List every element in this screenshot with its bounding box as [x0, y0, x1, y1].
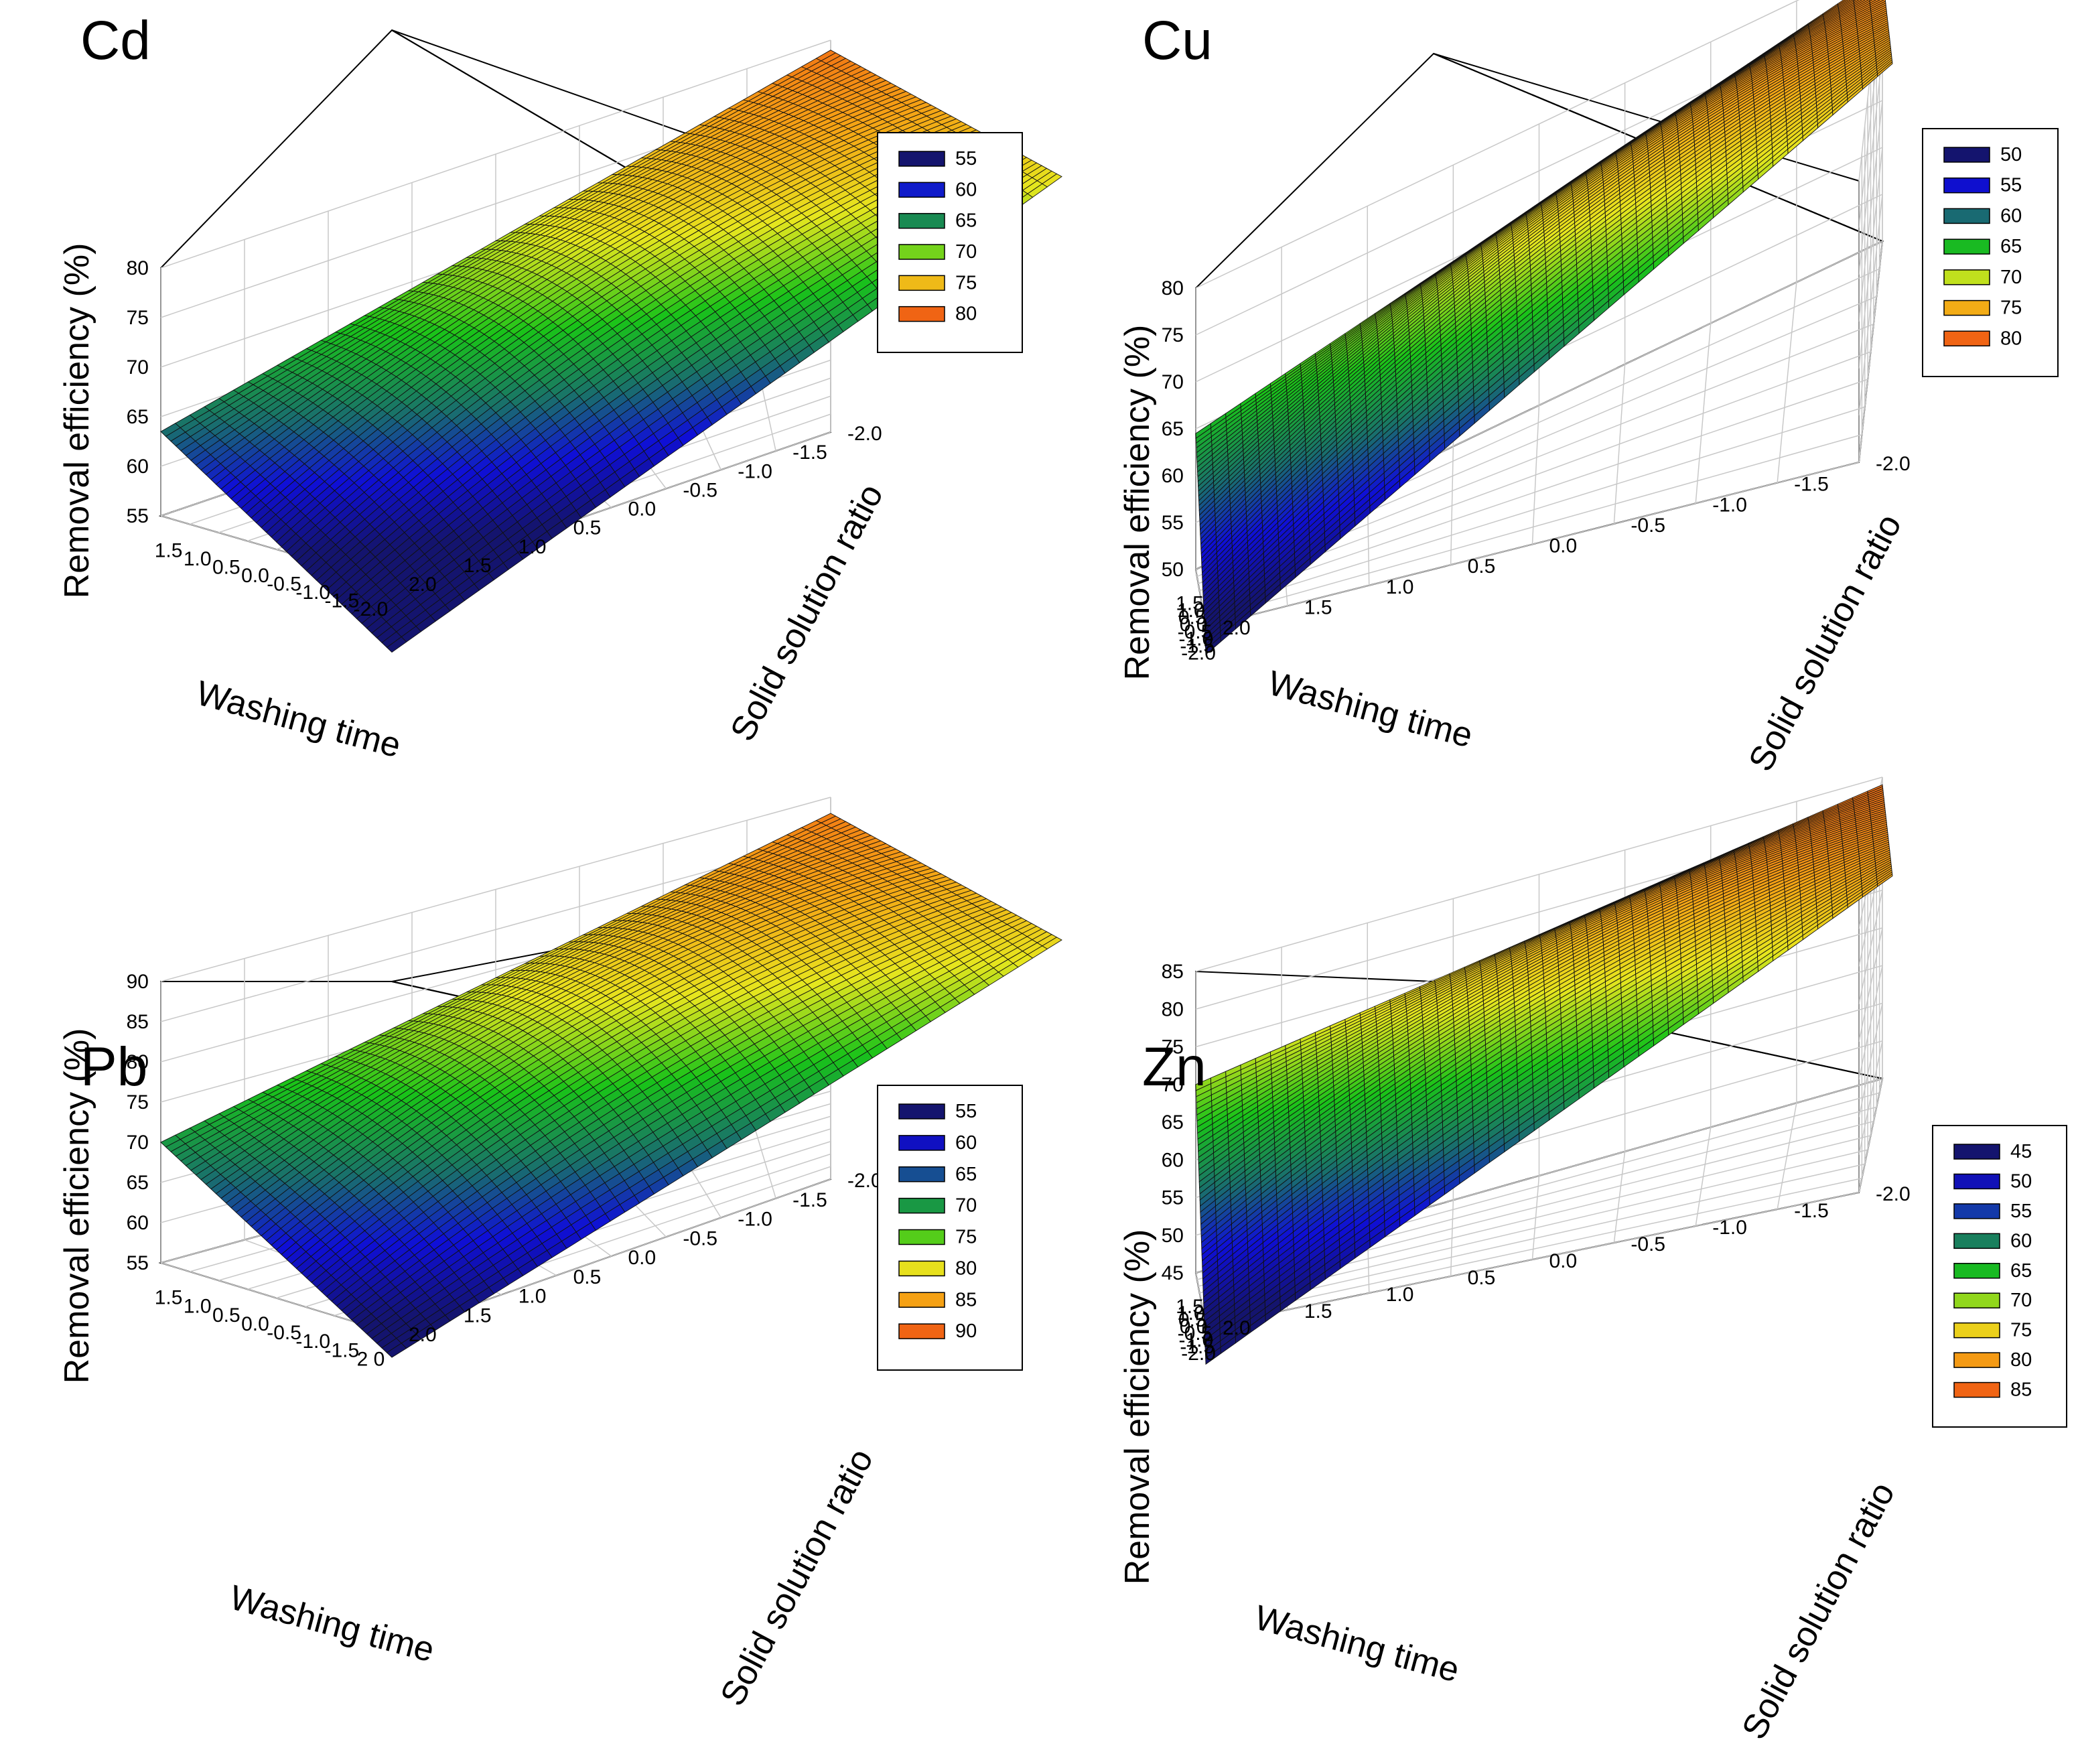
legend: 50 55 60 65 70 75 80: [1922, 128, 2059, 377]
panel-title: Cu: [1142, 10, 1213, 71]
legend-label: 60: [2000, 205, 2022, 226]
z-tick-label: 80: [127, 257, 149, 279]
y-tick-label: 0.0: [628, 498, 656, 521]
z-tick-label: 75: [1162, 324, 1184, 346]
z-tick-label: 80: [1162, 277, 1184, 299]
y-tick-label: 2.0: [1223, 617, 1251, 639]
legend-label: 70: [955, 241, 977, 263]
y-tick-label: -1.0: [738, 460, 772, 482]
y-tick-label: 1.5: [464, 555, 492, 577]
y-tick-label: -1.0: [1712, 494, 1747, 516]
y-tick-label: 0.5: [1468, 555, 1496, 578]
z-tick-label: 50: [1162, 559, 1184, 581]
legend-label: 80: [2000, 328, 2022, 349]
panel-cu: 50 55 60 65 70 75 80 1.5 1.0 0.5 0.0 -0.5 -1.0 -1.5 -2…: [1118, 0, 2059, 778]
legend: 55 60 65 70 75 80: [877, 132, 1023, 353]
y-tick-label: 0.5: [573, 517, 602, 539]
legend-swatch: [1943, 269, 1990, 285]
legend-swatch: [898, 151, 945, 167]
legend-label: 65: [2000, 236, 2022, 257]
response-surface: [1195, 0, 1893, 655]
y-tick-label: -1.5: [792, 442, 827, 464]
x-tick-label: 0.5: [212, 556, 240, 578]
y-tick-label: -0.5: [683, 479, 717, 501]
legend-label: 80: [955, 303, 977, 325]
legend-label: 55: [955, 148, 977, 169]
z-tick-label: 75: [127, 307, 149, 329]
legend-label: 70: [2000, 267, 2022, 288]
z-tick-label: 70: [1162, 371, 1184, 393]
x-tick-label: 1.5: [155, 539, 183, 561]
x-axis-label: Washing time: [1264, 664, 1476, 756]
y-tick-label: -2.0: [1876, 453, 1911, 475]
legend-swatch: [898, 244, 945, 260]
y-tick-label: 1.0: [518, 536, 547, 558]
response-surface: [160, 50, 1062, 653]
legend-box: [1922, 128, 2059, 377]
x-tick-label: -2.0: [1181, 642, 1216, 665]
legend-swatch: [1943, 177, 1990, 194]
legend-swatch: [1943, 299, 1990, 316]
legend-swatch: [1943, 208, 1990, 224]
z-axis-label: Removal efficiency (%): [1118, 325, 1157, 681]
z-tick-label: 60: [1162, 465, 1184, 487]
y-tick-label: 1.5: [1304, 596, 1332, 618]
legend-swatch: [1943, 147, 1990, 163]
z-tick-label: 55: [1162, 512, 1184, 534]
x-tick-label: -2.0: [354, 598, 389, 620]
y-axis-label: Solid solution ratio: [723, 478, 891, 747]
legend-swatch: [1943, 239, 1990, 255]
legend-label: 75: [955, 272, 977, 293]
legend-label: 75: [2000, 297, 2022, 319]
legend-label: 55: [2000, 175, 2022, 196]
y-tick-label: 1.0: [1386, 576, 1414, 598]
z-axis-label: Removal efficiency (%): [58, 243, 96, 599]
legend-swatch: [898, 306, 945, 322]
y-tick-label: -2.0: [847, 423, 882, 445]
legend-label: 60: [955, 179, 977, 200]
y-tick-label: -1.5: [1794, 474, 1829, 496]
y-axis-label: Solid solution ratio: [1741, 508, 1909, 777]
legend-label: 65: [955, 210, 977, 232]
z-tick-label: 60: [127, 456, 149, 478]
x-axis-label: Washing time: [192, 674, 405, 766]
z-tick-label: 70: [127, 356, 149, 379]
x-tick-label: 0.0: [241, 565, 269, 587]
y-tick-label: 2.0: [409, 573, 437, 596]
legend-swatch: [898, 275, 945, 291]
y-tick-label: 0.0: [1549, 535, 1578, 557]
x-tick-label: 1.0: [184, 548, 212, 570]
legend-label: 50: [2000, 144, 2022, 165]
legend-swatch: [898, 212, 945, 229]
z-tick-label: 65: [127, 406, 149, 428]
legend-swatch: [898, 182, 945, 198]
z-tick-label: 65: [1162, 418, 1184, 440]
legend-swatch: [1943, 330, 1990, 347]
z-tick-label: 55: [127, 505, 149, 527]
panel-title: Cd: [80, 10, 151, 71]
y-tick-label: -0.5: [1631, 515, 1665, 537]
